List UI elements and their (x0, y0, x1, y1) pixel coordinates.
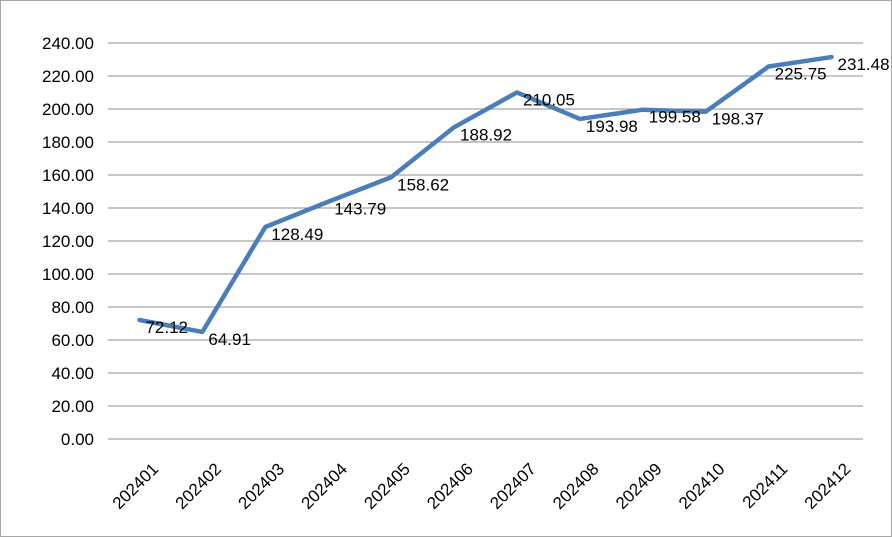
y-tick-label: 200.00 (42, 100, 94, 119)
y-tick-label: 160.00 (42, 166, 94, 185)
data-label: 128.49 (271, 225, 323, 244)
x-tick-label: 202404 (297, 459, 351, 513)
y-tick-label: 100.00 (42, 265, 94, 284)
data-label: 231.48 (838, 55, 890, 74)
y-tick-label: 220.00 (42, 67, 94, 86)
series-line (137, 54, 834, 335)
x-tick-label: 202405 (360, 459, 414, 513)
y-tick-label: 80.00 (51, 298, 94, 317)
x-tick-label: 202401 (109, 459, 163, 513)
data-label: 143.79 (334, 200, 386, 219)
gridlines (108, 42, 863, 440)
y-tick-label: 60.00 (51, 331, 94, 350)
x-tick-label: 202411 (739, 459, 792, 512)
x-tick-label: 202410 (675, 459, 729, 513)
y-tick-label: 120.00 (42, 232, 94, 251)
x-tick-label: 202409 (612, 459, 666, 513)
y-tick-label: 0.00 (61, 430, 94, 449)
y-tick-label: 40.00 (51, 364, 94, 383)
data-label: 188.92 (460, 125, 512, 144)
y-axis-ticks: 0.00 20.00 40.00 60.00 80.00 100.00 120.00 140.… (42, 34, 94, 449)
data-label: 72.12 (145, 318, 188, 337)
x-tick-label: 202408 (549, 459, 603, 513)
y-tick-label: 180.00 (42, 133, 94, 152)
series-layer (137, 54, 834, 335)
x-axis-ticks: 202401 202402 202403 202404 202405 202406 2024… (109, 459, 855, 513)
y-tick-label: 140.00 (42, 199, 94, 218)
data-label: 158.62 (397, 175, 449, 194)
y-tick-label: 240.00 (42, 34, 94, 53)
data-label: 193.98 (586, 117, 638, 136)
data-label: 210.05 (523, 90, 575, 109)
data-label: 225.75 (775, 65, 827, 84)
data-labels: 72.12 64.91 128.49 143.79 158.62 188.92 210.05… (145, 55, 889, 349)
data-label: 64.91 (208, 330, 251, 349)
y-tick-label: 20.00 (51, 397, 94, 416)
x-tick-label: 202402 (172, 459, 226, 513)
x-tick-label: 202403 (235, 459, 289, 513)
x-tick-label: 202412 (801, 459, 855, 513)
data-label: 198.37 (712, 110, 764, 129)
data-label: 199.58 (649, 108, 701, 127)
x-tick-label: 202407 (486, 459, 540, 513)
x-tick-label: 202406 (423, 459, 477, 513)
